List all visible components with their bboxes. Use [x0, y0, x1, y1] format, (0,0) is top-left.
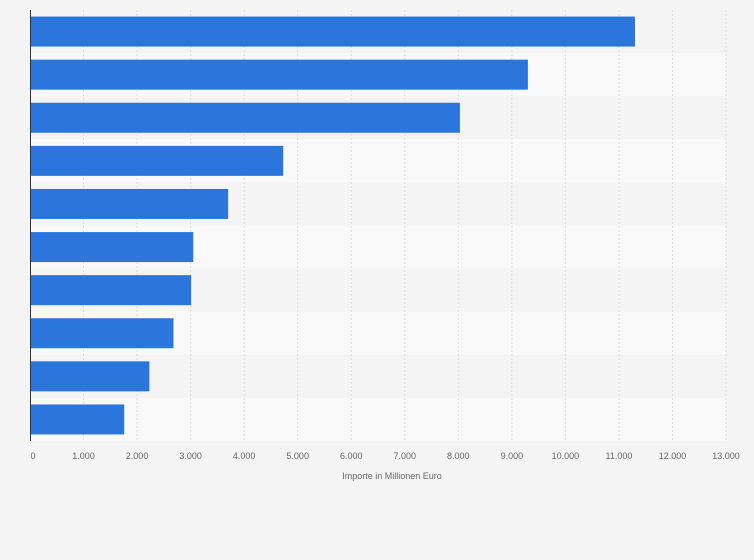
- x-tick-label: 3.000: [179, 451, 202, 461]
- x-tick-label: 0: [30, 451, 35, 461]
- x-tick-label: 5.000: [286, 451, 309, 461]
- x-tick-label: 1.000: [72, 451, 95, 461]
- bar[interactable]: [30, 275, 192, 306]
- x-axis-ticks: 0 1.000 2.000 3.000 4.000 5.000 6.000 7.000 8.00…: [30, 451, 739, 461]
- x-tick-label: 7.000: [394, 451, 417, 461]
- bar[interactable]: [30, 318, 174, 349]
- bar[interactable]: [30, 145, 284, 176]
- bar[interactable]: [30, 188, 229, 219]
- bar[interactable]: [30, 102, 460, 133]
- x-tick-label: 9.000: [501, 451, 524, 461]
- x-tick-label: 4.000: [233, 451, 256, 461]
- bar[interactable]: [30, 16, 635, 47]
- bar[interactable]: [30, 232, 194, 263]
- x-tick-label: 11.000: [605, 451, 632, 461]
- x-tick-label: 6.000: [340, 451, 363, 461]
- bars: [30, 16, 635, 435]
- x-tick-label: 8.000: [447, 451, 470, 461]
- x-tick-label: 12.000: [659, 451, 687, 461]
- row-band: [30, 397, 726, 441]
- bar[interactable]: [30, 361, 150, 392]
- x-tick-label: 13.000: [712, 451, 740, 461]
- bar[interactable]: [30, 404, 125, 435]
- x-tick-label: 2.000: [126, 451, 149, 461]
- bar[interactable]: [30, 59, 528, 90]
- x-axis-title: Importe in Millionen Euro: [342, 471, 442, 481]
- x-tick-label: 10.000: [552, 451, 580, 461]
